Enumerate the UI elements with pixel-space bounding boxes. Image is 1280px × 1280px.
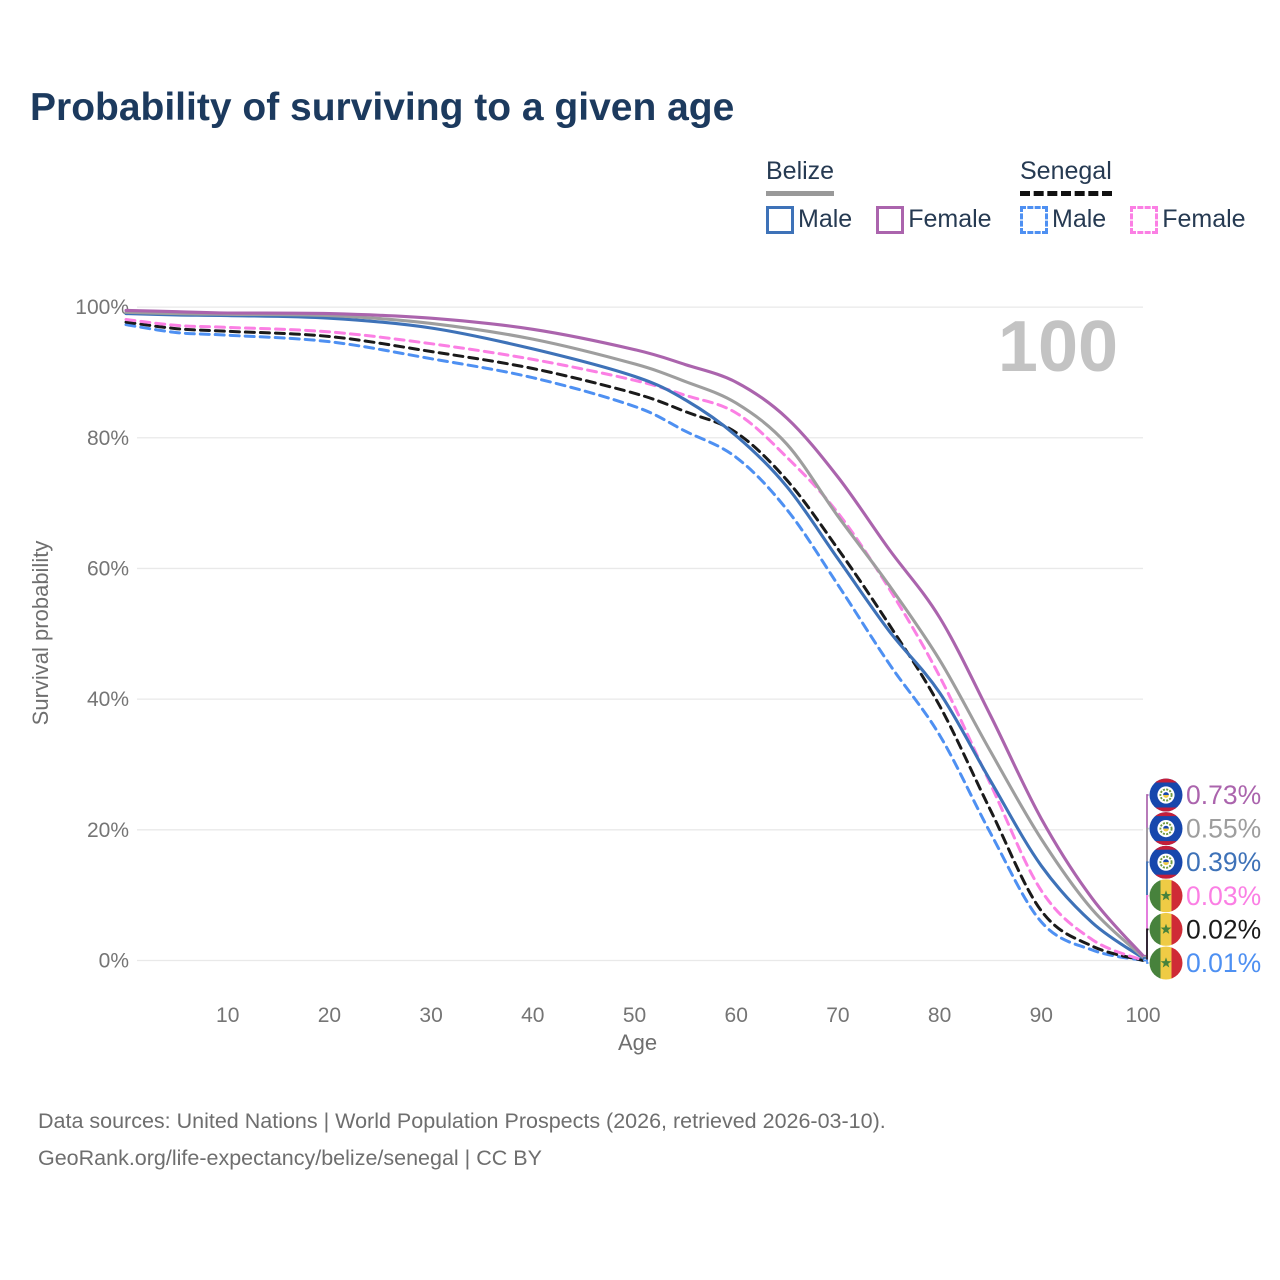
x-tick-label: 80 <box>928 1004 951 1027</box>
senegal-flag-icon <box>1149 912 1183 946</box>
x-tick-label: 20 <box>318 1004 341 1027</box>
end-label-flags <box>1149 778 1183 980</box>
curve-belize-male <box>124 312 1145 960</box>
legend-group-belize: Belize Male Female <box>766 157 992 234</box>
axis-titles: Age Survival probability <box>28 541 657 1055</box>
legend-item-senegal-female[interactable]: Female <box>1130 205 1246 234</box>
x-tick-label: 60 <box>725 1004 748 1027</box>
age-counter-watermark: 100 <box>998 307 1118 387</box>
end-label-values: 0.73% 0.55%0.39% 0.03%0.02% 0.01% <box>1186 780 1261 978</box>
y-axis-title: Survival probability <box>28 541 53 726</box>
x-axis-tick-labels: 10 20 30 40 50 60 70 80 90 100 <box>216 1004 1161 1027</box>
x-tick-label: 70 <box>826 1004 849 1027</box>
legend-country-belize: Belize <box>766 157 835 196</box>
x-tick-label: 50 <box>623 1004 646 1027</box>
legend-swatch-belize-female-icon <box>876 205 905 234</box>
footer-line1: Data sources: United Nations | World Pop… <box>38 1109 886 1133</box>
survival-curves <box>124 308 1145 962</box>
legend-label-belize-male: Male <box>798 205 853 233</box>
y-axis-tick-labels: 0% 20% 40% 60% 80% 100% <box>75 296 129 972</box>
legend-swatch-belize-male-icon <box>766 205 794 234</box>
y-tick-label: 60% <box>87 557 129 580</box>
end-value-belize-female: 0.73% <box>1186 780 1261 810</box>
senegal-flag-icon <box>1149 879 1183 913</box>
belize-flag-icon <box>1149 845 1183 879</box>
footer-line2: GeoRank.org/life-expectancy/belize/seneg… <box>38 1146 542 1170</box>
y-tick-label: 80% <box>87 427 129 450</box>
legend-item-senegal-male[interactable]: Male <box>1020 205 1106 234</box>
legend-country-senegal: Senegal <box>1020 157 1112 196</box>
y-tick-label: 40% <box>87 688 129 711</box>
legend-swatch-senegal-male-icon <box>1020 205 1048 234</box>
end-label-connectors <box>1143 794 1149 964</box>
age-counter-text: 100 <box>998 307 1118 387</box>
y-tick-label: 0% <box>99 950 129 973</box>
belize-flag-icon <box>1149 778 1183 812</box>
legend-label-belize-female: Female <box>908 205 992 233</box>
senegal-flag-icon <box>1149 946 1183 980</box>
end-value-senegal-male: 0.01% <box>1186 948 1261 978</box>
footer-sources: Data sources: United Nations | World Pop… <box>38 1103 886 1177</box>
connector-senegal-male <box>1143 959 1149 964</box>
end-value-senegal-both: 0.02% <box>1186 914 1261 944</box>
legend-item-belize-male[interactable]: Male <box>766 205 852 234</box>
x-tick-label: 40 <box>521 1004 544 1027</box>
x-axis-title: Age <box>618 1030 657 1055</box>
end-value-senegal-female: 0.03% <box>1186 881 1261 911</box>
y-tick-label: 20% <box>87 819 129 842</box>
end-value-belize-both: 0.55% <box>1186 814 1261 844</box>
chart-title: Probability of surviving to a given age <box>30 86 735 129</box>
legend-swatch-senegal-female-icon <box>1130 205 1159 234</box>
legend-label-senegal-male: Male <box>1052 205 1107 233</box>
curve-belize-both <box>124 310 1145 959</box>
curve-senegal-both <box>124 320 1145 962</box>
gridlines <box>137 306 1143 962</box>
end-value-belize-male: 0.39% <box>1186 847 1261 877</box>
x-tick-label: 90 <box>1030 1004 1053 1027</box>
curve-belize-female <box>124 308 1145 958</box>
curve-senegal-female <box>124 318 1145 962</box>
x-tick-label: 30 <box>419 1004 442 1027</box>
legend-item-belize-female[interactable]: Female <box>876 205 992 234</box>
legend-label-senegal-female: Female <box>1162 205 1246 233</box>
curve-senegal-male <box>124 323 1145 962</box>
x-tick-label: 100 <box>1125 1004 1160 1027</box>
y-tick-label: 100% <box>75 296 129 319</box>
belize-flag-icon <box>1149 812 1183 846</box>
legend-group-senegal: Senegal Male Female <box>1020 157 1246 234</box>
x-tick-label: 10 <box>216 1004 239 1027</box>
